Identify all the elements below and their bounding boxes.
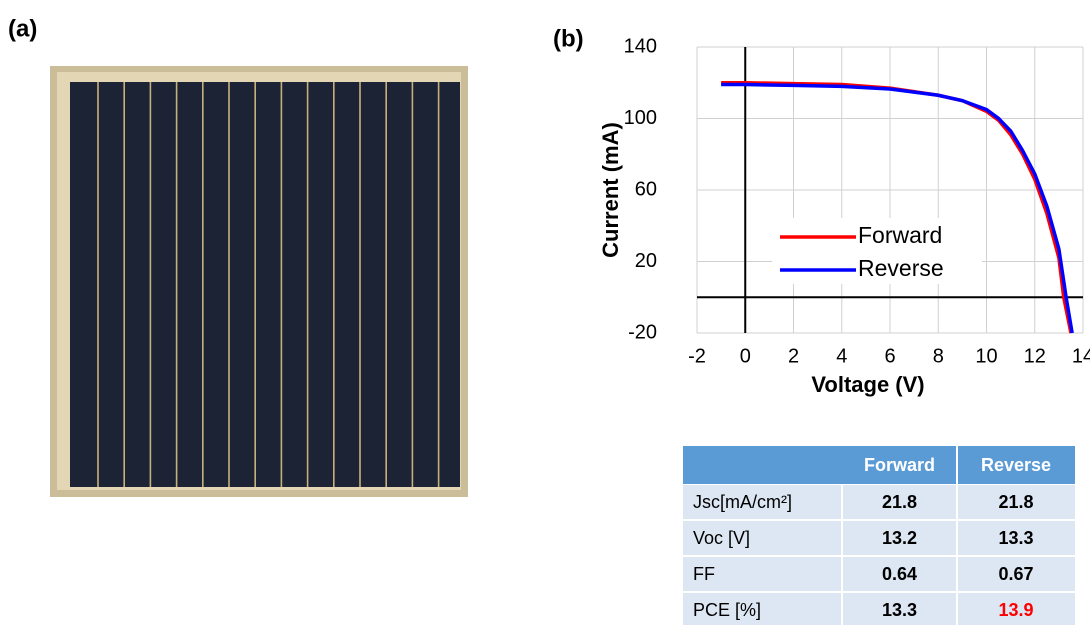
y-tick-label: 20 [635, 250, 657, 272]
table-cell: 13.2 [882, 528, 917, 548]
x-tick-label: 8 [933, 345, 944, 367]
table-header-cell: Forward [864, 455, 935, 475]
x-tick-label: 10 [975, 345, 997, 367]
panel-label: (a) [8, 15, 37, 42]
x-tick-label: -2 [688, 345, 706, 367]
table-cell: 13.9 [998, 600, 1033, 620]
y-tick-label: 140 [624, 35, 657, 57]
y-tick-label: -20 [628, 321, 657, 343]
table-cell: 21.8 [882, 492, 917, 512]
iv-curve [721, 82, 1074, 334]
table-row [683, 485, 1075, 519]
legend-label: Reverse [858, 255, 944, 281]
table-cell: PCE [%] [693, 600, 761, 620]
legend-box [772, 218, 982, 284]
x-tick-label: 6 [884, 345, 895, 367]
x-tick-label: 0 [740, 345, 751, 367]
table-cell: 13.3 [998, 528, 1033, 548]
table-cell: 13.3 [882, 600, 917, 620]
table-cell: 21.8 [998, 492, 1033, 512]
table-cell: 0.67 [998, 564, 1033, 584]
x-tick-label: 12 [1024, 345, 1046, 367]
x-axis-title: Voltage (V) [811, 372, 924, 397]
module-active-area [70, 82, 460, 487]
x-tick-label: 2 [788, 345, 799, 367]
table-header-cell: Reverse [981, 455, 1051, 475]
x-tick-label: 4 [836, 345, 847, 367]
table-cell: 0.64 [882, 564, 917, 584]
y-axis-title: Current (mA) [598, 122, 623, 258]
panel-label: (b) [553, 25, 584, 52]
table-row [683, 593, 1075, 627]
table-row [683, 521, 1075, 555]
table-row [683, 557, 1075, 591]
y-tick-label: 60 [635, 178, 657, 200]
legend-label: Forward [858, 222, 942, 248]
table-cell: FF [693, 564, 715, 584]
y-tick-label: 100 [624, 107, 657, 129]
solar-module-photo [50, 66, 468, 497]
iv-curve [721, 81, 1073, 334]
table-cell: Jsc[mA/cm²] [693, 492, 792, 512]
x-tick-label: 14 [1072, 345, 1090, 367]
table-header [683, 446, 1075, 484]
table-cell: Voc [V] [693, 528, 750, 548]
